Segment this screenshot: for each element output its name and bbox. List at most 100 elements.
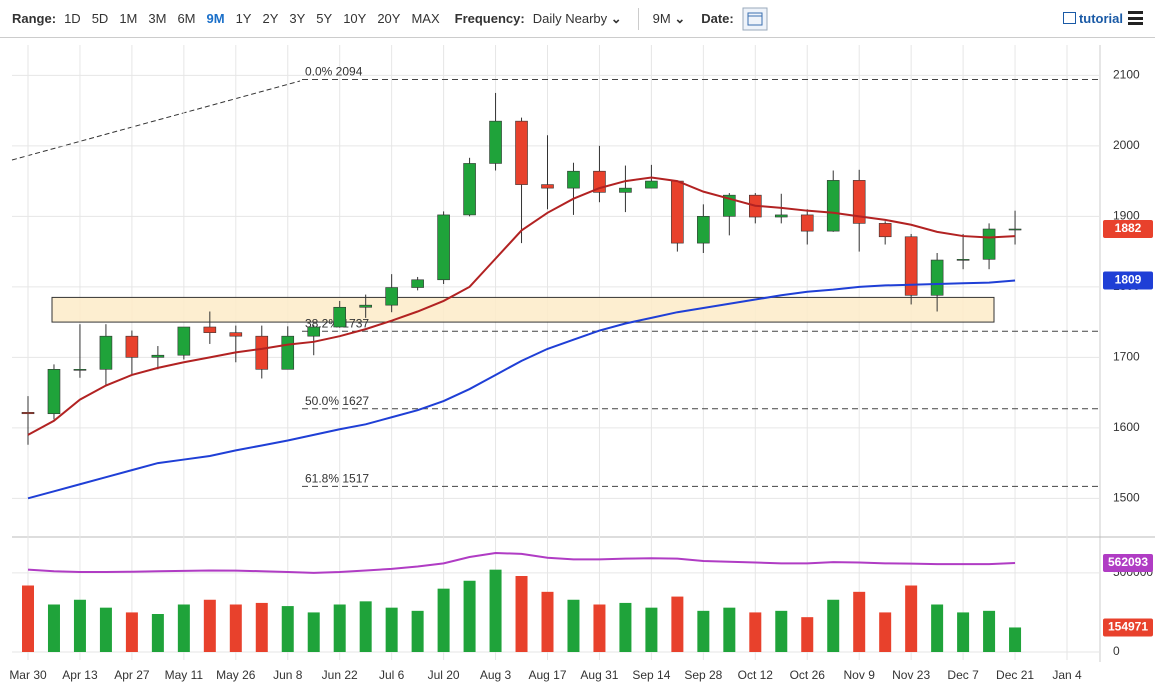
x-tick-label: Aug 31: [580, 668, 618, 682]
candle-body: [255, 335, 269, 370]
volume-bar: [307, 612, 320, 652]
candle-body: [99, 335, 113, 370]
candle-body: [1008, 228, 1022, 231]
candle-body: [307, 326, 321, 337]
x-tick-label: Oct 12: [738, 668, 774, 682]
volume-bar: [255, 602, 268, 652]
candle-body: [437, 214, 450, 281]
toolbar: Range: 1D 5D 1M 3M 6M 9M 1Y 2Y 3Y 5Y 10Y 20Y MAX Fre…: [0, 0, 1155, 38]
y-tick-label: 1900: [1113, 208, 1140, 222]
fib-label: 61.8% 1517: [305, 472, 369, 486]
frequency-select[interactable]: Daily Nearby: [533, 11, 622, 27]
candle-body: [463, 163, 476, 216]
volume-bar: [801, 617, 814, 652]
candle-body: [800, 214, 814, 232]
range-button[interactable]: 6M: [177, 11, 196, 26]
period-select[interactable]: 9M: [653, 11, 686, 27]
tutorial-link[interactable]: tutorial: [1062, 11, 1123, 26]
candle-body: [385, 287, 398, 306]
candle-body: [359, 304, 372, 308]
candle-body: [852, 180, 866, 224]
candle-body: [645, 180, 658, 189]
value-tag: [1103, 220, 1153, 239]
x-tick-label: Oct 26: [790, 668, 826, 682]
x-tick-label: Sep 28: [684, 668, 722, 682]
volume-bar: [775, 610, 788, 652]
volume-bar: [957, 612, 970, 652]
range-button[interactable]: 2Y: [262, 11, 279, 26]
candle-body: [21, 412, 35, 415]
x-tick-label: Jul 6: [379, 668, 405, 682]
candle-body: [229, 332, 243, 337]
x-tick-label: Nov 23: [892, 668, 930, 682]
candle-body: [47, 369, 61, 415]
candle-body: [411, 279, 424, 288]
range-button[interactable]: MAX: [411, 11, 440, 26]
candle-body: [125, 335, 139, 358]
fib-label: 0.0% 2094: [305, 65, 363, 79]
range-button[interactable]: 10Y: [343, 11, 367, 26]
value-tag: [1103, 554, 1153, 573]
x-tick-label: Mar 30: [9, 668, 47, 682]
volume-bar: [697, 610, 710, 652]
calendar-button[interactable]: [742, 7, 768, 31]
volume-bar: [853, 591, 866, 652]
value-tag-label: 1882: [1115, 221, 1142, 235]
range-button[interactable]: 3Y: [289, 11, 306, 26]
value-tag-label: 562093: [1108, 555, 1148, 569]
volume-bar: [22, 585, 34, 652]
range-label: Range:: [12, 11, 57, 26]
x-tick-label: Jun 22: [322, 668, 358, 682]
candle-body: [930, 259, 944, 296]
menu-button[interactable]: [1128, 11, 1143, 25]
range-button[interactable]: 1D: [64, 11, 81, 26]
candle-body: [567, 170, 580, 189]
range-button[interactable]: 9M: [206, 11, 225, 26]
range-button[interactable]: 3M: [148, 11, 167, 26]
trend-line: [11, 80, 301, 161]
tutorial-icon: [1062, 12, 1076, 24]
range-button[interactable]: 5D: [91, 11, 109, 26]
x-tick-label: Dec 21: [996, 668, 1034, 682]
range-button[interactable]: 5Y: [316, 11, 333, 26]
volume-bar: [541, 591, 554, 652]
volume-bar: [385, 607, 398, 652]
volume-bar: [73, 599, 86, 652]
separator: [637, 7, 639, 30]
y-tick-label: 1500: [1113, 491, 1140, 505]
x-tick-label: Sep 14: [632, 668, 670, 682]
volume-bar: [593, 604, 606, 652]
volume-bar: [177, 604, 190, 652]
range-button[interactable]: 1Y: [235, 11, 252, 26]
volume-bar: [619, 602, 632, 652]
volume-bar: [515, 576, 528, 652]
range-button[interactable]: 1M: [119, 11, 138, 26]
volume-bar: [983, 610, 996, 652]
volume-bar: [879, 612, 892, 652]
x-tick-label: Aug 17: [528, 668, 566, 682]
moving-average: [27, 176, 1016, 436]
volume-bar: [827, 599, 840, 652]
candle-body: [826, 180, 840, 232]
x-tick-label: Dec 7: [947, 668, 979, 682]
volume-bar: [47, 604, 60, 652]
x-tick-label: Jul 20: [428, 668, 460, 682]
volume-bar: [125, 612, 138, 652]
candle-body: [151, 354, 165, 358]
volume-bar: [229, 604, 242, 652]
range-button[interactable]: 20Y: [377, 11, 401, 26]
volume-bar: [1009, 627, 1022, 652]
volume-bar: [671, 596, 684, 652]
candle-body: [515, 120, 528, 185]
candle-body: [541, 184, 554, 189]
volume-bar: [463, 580, 476, 652]
volume-bar: [489, 569, 502, 652]
candle-body: [203, 326, 217, 333]
candle-body: [878, 223, 892, 238]
x-tick-label: Apr 13: [62, 668, 98, 682]
candle-body: [281, 335, 295, 370]
x-tick-label: May 11: [165, 668, 204, 682]
volume-bar: [567, 599, 580, 652]
candle-body: [333, 306, 347, 328]
